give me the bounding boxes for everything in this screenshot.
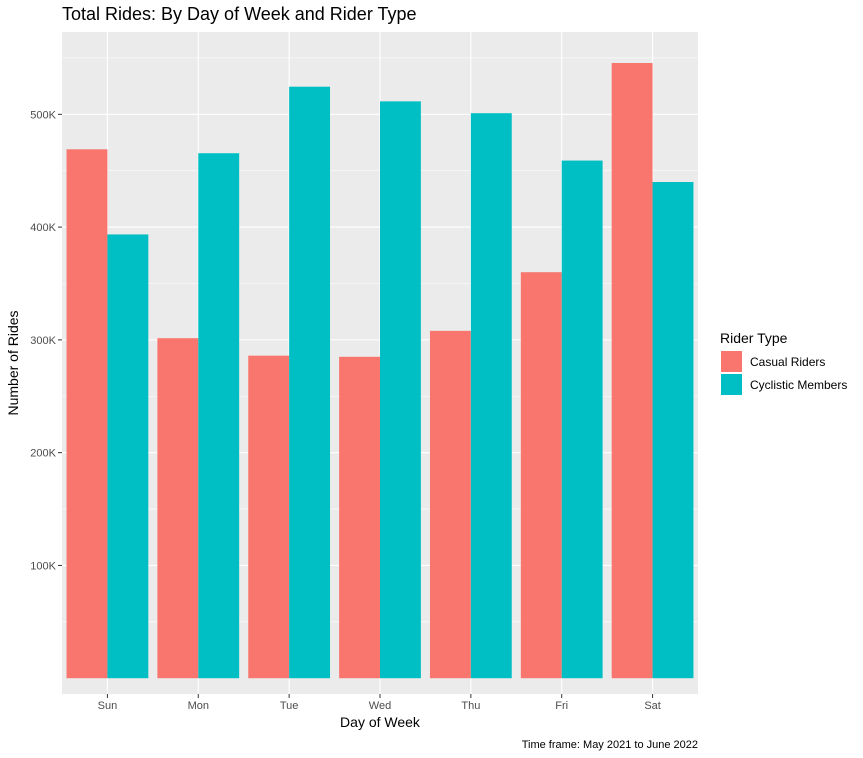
bar-casual-riders-tue	[248, 355, 290, 679]
bar-cyclistic-members-mon	[198, 153, 240, 679]
y-tick-label: 300K	[30, 335, 56, 347]
x-tick-label: Sun	[98, 700, 118, 712]
bar-cyclistic-members-sun	[107, 234, 149, 679]
bar-cyclistic-members-sat	[652, 181, 694, 679]
bar-casual-riders-sat	[611, 63, 653, 679]
legend-swatch	[721, 374, 742, 395]
bar-casual-riders-sun	[66, 149, 108, 679]
y-tick-label: 400K	[30, 222, 56, 234]
legend-label: Casual Riders	[750, 355, 825, 369]
x-tick-label: Fri	[555, 700, 568, 712]
bar-casual-riders-fri	[520, 272, 562, 679]
y-axis: 100K 200K 300K 400K 500K	[30, 109, 62, 572]
legend-title: Rider Type	[720, 330, 788, 346]
y-tick-label: 200K	[30, 448, 56, 460]
bar-cyclistic-members-tue	[289, 86, 331, 679]
y-tick-label: 100K	[30, 560, 56, 572]
bar-casual-riders-mon	[157, 338, 199, 679]
bar-casual-riders-wed	[339, 356, 380, 679]
bar-casual-riders-thu	[429, 330, 471, 679]
chart-caption: Time frame: May 2021 to June 2022	[522, 739, 698, 751]
bars	[66, 63, 694, 679]
x-tick-label: Mon	[188, 700, 209, 712]
x-axis-title: Day of Week	[340, 714, 421, 730]
y-axis-title: Number of Rides	[5, 310, 21, 415]
legend: Rider Type Casual Riders Cyclistic Member…	[720, 330, 847, 395]
legend-label: Cyclistic Members	[750, 378, 847, 392]
x-tick-label: Thu	[461, 700, 480, 712]
x-tick-label: Tue	[280, 700, 299, 712]
bar-cyclistic-members-thu	[470, 113, 512, 679]
legend-swatch	[721, 351, 742, 372]
x-axis: Sun Mon Tue Wed Thu Fri Sat	[98, 694, 661, 712]
y-tick-label: 500K	[30, 109, 56, 121]
bar-cyclistic-members-wed	[380, 101, 421, 679]
bar-cyclistic-members-fri	[561, 160, 603, 679]
chart-title: Total Rides: By Day of Week and Rider Ty…	[62, 4, 417, 24]
x-tick-label: Wed	[369, 700, 391, 712]
x-tick-label: Sat	[644, 700, 661, 712]
